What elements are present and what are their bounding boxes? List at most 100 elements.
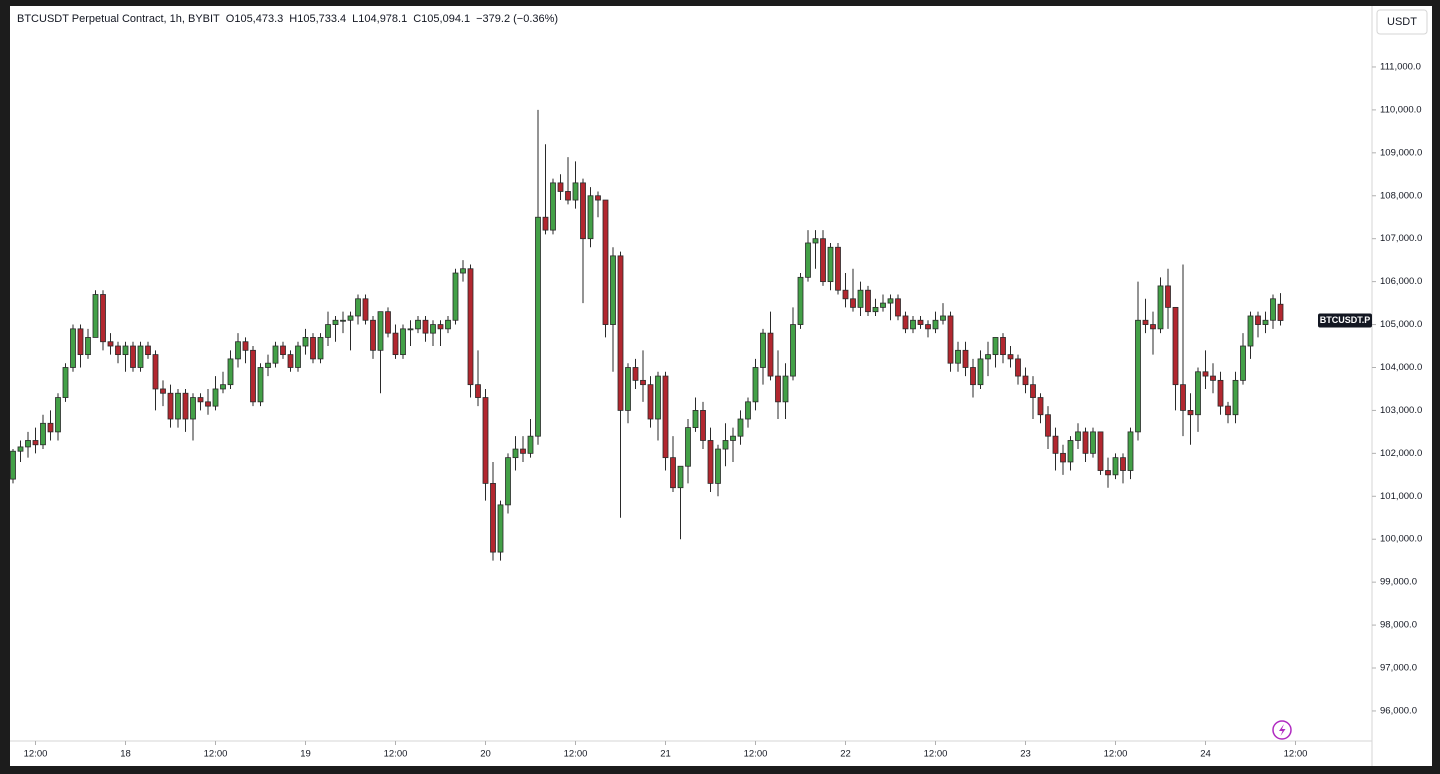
candle-body xyxy=(647,384,654,420)
candle-body xyxy=(1127,431,1134,471)
candle-body xyxy=(992,337,999,356)
lightning-bolt[interactable] xyxy=(1279,724,1286,736)
candle-body xyxy=(85,337,91,356)
candle-body xyxy=(790,324,796,377)
currency-label[interactable]: USDT xyxy=(1387,16,1417,28)
candle-body xyxy=(887,298,894,304)
candle-body xyxy=(160,388,166,394)
candle-body xyxy=(227,358,234,386)
candle-body xyxy=(1247,315,1254,347)
candle-body xyxy=(737,418,744,437)
y-tick-label: 107,000.0 xyxy=(1380,233,1422,244)
candle-body xyxy=(1150,324,1156,330)
y-tick-label: 98,000.0 xyxy=(1380,620,1417,631)
lightning-icon[interactable] xyxy=(1272,720,1292,740)
candle-body xyxy=(355,298,361,317)
candle-body xyxy=(392,332,399,356)
y-tick-label: 101,000.0 xyxy=(1380,491,1422,502)
x-tick-label: 12:00 xyxy=(924,749,948,760)
candle-body xyxy=(40,422,46,446)
currency-button[interactable]: USDT xyxy=(1376,9,1428,35)
candle-body xyxy=(557,182,564,192)
x-tick-label: 24 xyxy=(1200,749,1211,760)
candle-body xyxy=(1007,354,1014,360)
y-tick-label: 103,000.0 xyxy=(1380,405,1422,416)
candle-body xyxy=(970,367,976,386)
candle-body xyxy=(430,324,436,334)
candle-body xyxy=(572,182,579,201)
legend-field-value: 105,733.4 xyxy=(297,13,346,25)
candle-body xyxy=(782,375,789,403)
candle-body xyxy=(520,448,526,454)
candle-body xyxy=(1000,337,1006,356)
candle-body xyxy=(235,341,241,360)
candle-body xyxy=(925,324,931,330)
candle-body xyxy=(880,302,886,308)
candle-body xyxy=(512,448,519,459)
candle-body xyxy=(10,450,16,480)
candle-body xyxy=(842,289,849,300)
legend-field-value: 104,978.1 xyxy=(358,13,407,25)
candle-body xyxy=(625,367,631,411)
candle-body xyxy=(655,375,661,420)
candle-body xyxy=(902,315,909,330)
candle-body xyxy=(662,375,669,459)
candle-body xyxy=(1090,431,1096,454)
candle-body xyxy=(617,255,624,411)
legend-field-label: L xyxy=(352,13,358,25)
candle-body xyxy=(827,246,834,283)
x-tick-label: 19 xyxy=(300,749,311,760)
candle-body xyxy=(542,216,549,231)
candle-body xyxy=(805,242,811,278)
candle-body xyxy=(220,384,226,390)
price-tag-label: BTCUSDT.P xyxy=(1320,315,1371,325)
candle-body xyxy=(100,294,106,343)
candle-body xyxy=(377,311,384,351)
candle-body xyxy=(527,435,534,454)
candle-body xyxy=(1165,285,1171,308)
candle-body xyxy=(115,345,121,356)
candle-body xyxy=(280,345,286,356)
candle-body xyxy=(962,349,969,368)
candle-body xyxy=(212,388,219,407)
x-tick-label: 18 xyxy=(120,749,131,760)
y-tick-label: 109,000.0 xyxy=(1380,147,1422,158)
y-tick-label: 105,000.0 xyxy=(1380,319,1422,330)
candle-body xyxy=(265,362,271,368)
chart-title: BTCUSDT Perpetual Contract, 1h, BYBIT xyxy=(17,13,220,25)
candle-body xyxy=(760,332,766,368)
candle-body xyxy=(835,246,841,291)
candle-body xyxy=(295,345,301,368)
candle-body xyxy=(445,319,451,330)
x-tick-label: 21 xyxy=(660,749,671,760)
candle-body xyxy=(685,427,691,467)
candle-body xyxy=(640,379,646,386)
candle-body xyxy=(32,440,39,446)
candle-body xyxy=(175,392,181,420)
candle-body xyxy=(362,298,369,321)
candle-body xyxy=(565,191,571,201)
candle-body xyxy=(62,367,69,398)
candle-body xyxy=(722,440,729,450)
candle-body xyxy=(700,410,706,441)
candle-body xyxy=(1030,384,1036,398)
candle-body xyxy=(715,448,721,484)
candle-body xyxy=(1060,452,1066,463)
currency-button-box[interactable] xyxy=(1376,9,1428,35)
legend-change: −379.2 (−0.36%) xyxy=(476,13,558,25)
candle-body xyxy=(505,457,511,506)
candle-body xyxy=(595,195,601,201)
candle-body xyxy=(1052,435,1059,454)
candle-body xyxy=(1045,414,1051,437)
candle-body xyxy=(107,341,114,347)
candle-body xyxy=(1270,298,1276,321)
candle-body xyxy=(632,367,639,381)
y-tick-label: 100,000.0 xyxy=(1380,534,1422,545)
x-tick-label: 12:00 xyxy=(1104,749,1128,760)
candle-body xyxy=(932,319,939,330)
candle-body xyxy=(130,345,136,368)
y-tick-label: 102,000.0 xyxy=(1380,448,1422,459)
price-tag-box xyxy=(1318,313,1372,328)
